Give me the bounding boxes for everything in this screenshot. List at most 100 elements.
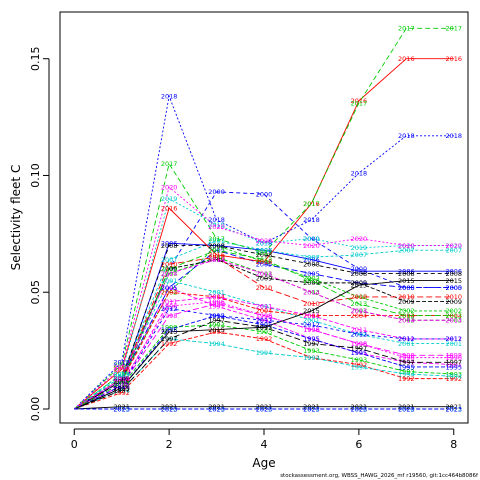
- series-label-2022: 2022: [208, 405, 225, 413]
- series-label-2017: 2017: [208, 235, 225, 243]
- series-label-2021: 2021: [398, 403, 415, 411]
- series-label-1993: 1993: [161, 324, 178, 332]
- series-label-2005: 2005: [256, 261, 273, 269]
- series-label-2021: 2021: [303, 403, 320, 411]
- series-label-1991: 1991: [113, 377, 130, 385]
- y-tick-label: 0.15: [29, 46, 42, 71]
- series-label-2016: 2016: [161, 204, 178, 212]
- series-label-2012: 2012: [351, 331, 368, 339]
- series-line-2010: [73, 256, 454, 410]
- series-label-1996: 1996: [351, 340, 368, 348]
- series-label-1995: 1995: [161, 326, 178, 334]
- series-label-2006: 2006: [113, 377, 130, 385]
- series-label-2007: 2007: [161, 256, 178, 264]
- series-label-2014: 2014: [303, 289, 320, 297]
- series-label-2005: 2005: [398, 284, 415, 292]
- series-label-1993: 1993: [351, 356, 368, 364]
- series-label-2017: 2017: [303, 200, 320, 208]
- series-label-2019: 2019: [351, 244, 368, 252]
- series-layer: [73, 27, 454, 410]
- series-label-2004: 2004: [351, 312, 368, 320]
- series-label-2000: 2000: [303, 235, 320, 243]
- series-label-2015: 2015: [398, 277, 415, 285]
- series-label-2008: 2008: [303, 261, 320, 269]
- series-line-2004: [74, 291, 454, 410]
- series-label-2016: 2016: [113, 366, 130, 374]
- series-label-1997: 1997: [208, 317, 225, 325]
- series-label-2006: 2006: [398, 268, 415, 276]
- series-label-2007: 2007: [113, 373, 130, 381]
- plot-frame: [59, 11, 469, 424]
- series-label-2002: 2002: [351, 293, 368, 301]
- series-label-2006: 2006: [256, 246, 273, 254]
- series-line-2019: [73, 198, 454, 410]
- series-label-2006: 2006: [208, 242, 225, 250]
- series-label-2001: 2001: [303, 317, 320, 325]
- series-line-1992: [74, 331, 454, 410]
- series-label-2004: 2004: [398, 312, 415, 320]
- series-label-2009: 2009: [208, 256, 225, 264]
- series-label-2023: 2023: [113, 405, 130, 413]
- footer-source-text: stockassessment.org, WBSS_HAWG_2026_mf r…: [280, 473, 479, 479]
- series-label-1993: 1993: [303, 347, 320, 355]
- series-label-2011: 2011: [256, 303, 273, 311]
- series-label-2003: 2003: [351, 307, 368, 315]
- series-line-2016: [73, 58, 454, 410]
- series-label-2019: 2019: [303, 235, 320, 243]
- series-label-2020: 2020: [303, 242, 320, 250]
- series-label-1991: 1991: [445, 361, 462, 369]
- series-label-2007: 2007: [445, 246, 462, 254]
- series-label-2021: 2021: [208, 403, 225, 411]
- series-label-1993: 1993: [256, 328, 273, 336]
- series-label-1994: 1994: [398, 370, 415, 378]
- series-label-2000: 2000: [445, 284, 462, 292]
- series-label-2017: 2017: [161, 160, 178, 168]
- series-label-2010: 2010: [398, 293, 415, 301]
- series-label-2007: 2007: [303, 253, 320, 261]
- series-label-2001: 2001: [256, 303, 273, 311]
- series-label-1995: 1995: [303, 335, 320, 343]
- series-label-2023: 2023: [445, 405, 462, 413]
- series-label-2003: 2003: [208, 253, 225, 261]
- series-label-2009: 2009: [256, 275, 273, 283]
- series-label-2010: 2010: [208, 253, 225, 261]
- series-label-2000: 2000: [161, 265, 178, 273]
- series-label-2013: 2013: [208, 246, 225, 254]
- series-label-2013: 2013: [303, 277, 320, 285]
- series-label-2013: 2013: [161, 265, 178, 273]
- series-label-2020: 2020: [256, 237, 273, 245]
- series-line-2011: [74, 296, 454, 410]
- series-label-2009: 2009: [113, 377, 130, 385]
- series-label-2008: 2008: [161, 242, 178, 250]
- x-tick-label: 4: [261, 438, 268, 451]
- series-label-1992: 1992: [113, 389, 130, 397]
- series-label-2012: 2012: [303, 321, 320, 329]
- series-label-1994: 1994: [256, 349, 273, 357]
- series-label-2018: 2018: [256, 239, 273, 247]
- series-label-2023: 2023: [208, 405, 225, 413]
- series-label-1998: 1998: [208, 300, 225, 308]
- series-line-2013: [74, 249, 454, 410]
- series-label-2020: 2020: [113, 363, 130, 371]
- series-label-2016: 2016: [208, 251, 225, 259]
- series-label-2020: 2020: [445, 242, 462, 250]
- series-line-2017: [73, 27, 454, 410]
- series-label-2001: 2001: [351, 331, 368, 339]
- series-label-2008: 2008: [256, 251, 273, 259]
- series-label-2023: 2023: [351, 405, 368, 413]
- x-axis-title: Age: [252, 456, 275, 470]
- series-line-2015: [74, 280, 454, 410]
- series-label-1992: 1992: [256, 335, 273, 343]
- series-label-2022: 2022: [113, 405, 130, 413]
- series-label-1997: 1997: [113, 387, 130, 395]
- series-label-2001: 2001: [398, 340, 415, 348]
- series-label-2021: 2021: [445, 403, 462, 411]
- series-label-2015: 2015: [113, 384, 130, 392]
- series-label-2014: 2014: [161, 270, 178, 278]
- series-label-2023: 2023: [303, 405, 320, 413]
- y-tick-label: 0.05: [29, 280, 42, 305]
- series-label-2012: 2012: [113, 382, 130, 390]
- series-label-2011: 2011: [161, 298, 178, 306]
- series-line-2007: [73, 240, 454, 410]
- series-line-2001: [73, 280, 454, 410]
